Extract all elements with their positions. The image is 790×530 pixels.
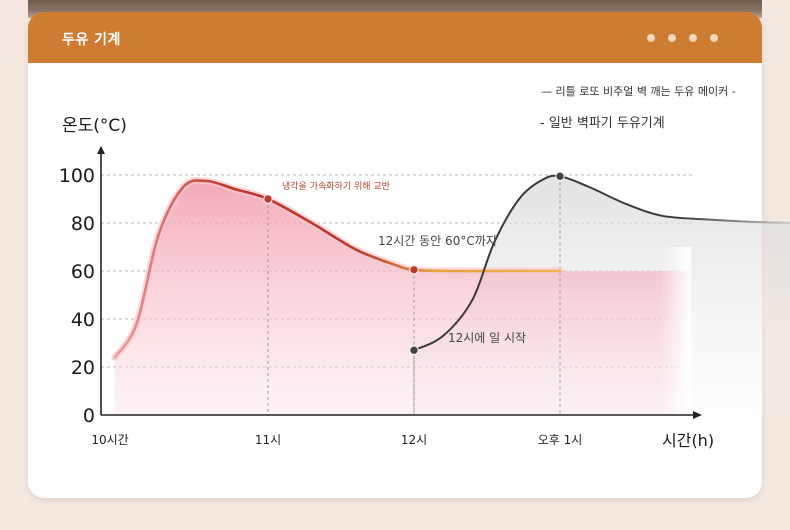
data-point <box>555 171 565 181</box>
primary-fill-fade <box>516 247 692 415</box>
more-dots-icon[interactable] <box>647 34 718 42</box>
legend-entry: - 일반 벽파기 두유기계 <box>540 116 665 131</box>
card-header: 두유 기계 <box>28 12 762 63</box>
card-title: 두유 기계 <box>62 32 121 48</box>
legend-entry: — 리틀 로또 비주얼 벽 깨는 두유 메이커 - <box>541 84 736 98</box>
dot-icon <box>689 34 697 42</box>
x-tick-label: 12시 <box>401 433 427 447</box>
series-points <box>263 171 565 355</box>
x-axis-arrow-icon <box>693 411 702 419</box>
dot-icon <box>710 34 718 42</box>
y-axis-title: 온도(°C) <box>62 116 127 136</box>
axes <box>97 146 702 419</box>
y-tick-label: 80 <box>71 213 95 235</box>
guide-lines <box>267 176 561 415</box>
chart-labels: 0 20 40 60 80 100 10시간 11시 12시 오후 1시 냉각을 가속화하기 위해 … <box>59 84 736 450</box>
y-tick-label: 100 <box>59 165 95 187</box>
y-tick-label: 40 <box>71 309 95 331</box>
y-tick-label: 0 <box>83 405 95 427</box>
x-axis-title: 시간(h) <box>662 431 714 450</box>
y-axis-arrow-icon <box>97 146 105 154</box>
data-point <box>409 265 419 275</box>
dot-icon <box>647 34 655 42</box>
y-tick-label: 60 <box>71 261 95 283</box>
annotation-label: 12시에 일 시작 <box>448 331 526 345</box>
data-point <box>263 194 273 204</box>
x-tick-label: 오후 1시 <box>538 433 583 447</box>
x-tick-label: 11시 <box>255 433 281 447</box>
annotation-label: 냉각을 가속화하기 위해 교반 <box>282 180 390 192</box>
annotation-label: 12시간 동안 60°C까지 <box>378 234 497 248</box>
primary-series-line <box>113 179 562 359</box>
series-fills <box>114 175 790 415</box>
data-point <box>409 345 419 355</box>
dot-icon <box>668 34 676 42</box>
y-tick-label: 20 <box>71 357 95 379</box>
x-tick-label: 10시간 <box>91 433 128 447</box>
